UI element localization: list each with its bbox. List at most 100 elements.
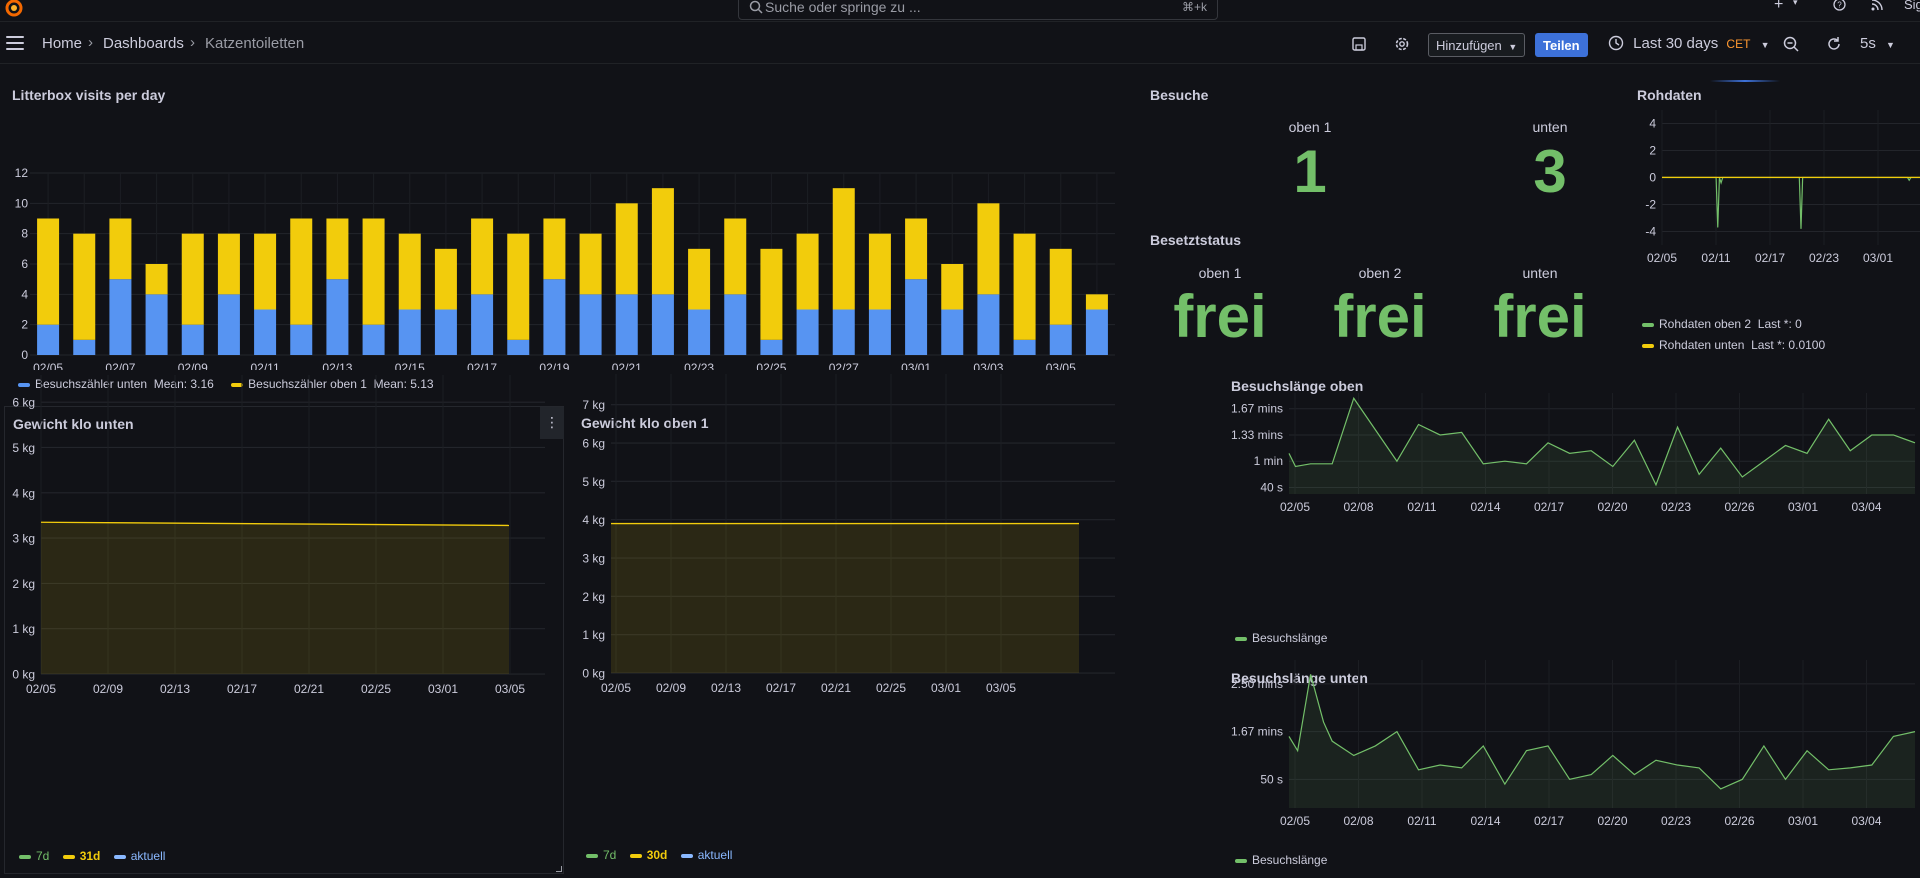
legend-swatch-icon [19, 854, 31, 859]
bar [181, 324, 204, 355]
x-tick-label: 02/11 [1407, 814, 1436, 828]
bar [398, 309, 421, 355]
y-tick-label: 1.67 mins [1231, 402, 1283, 416]
share-button[interactable]: Teilen [1535, 33, 1588, 57]
plot-area: 0 kg 1 kg 2 kg 3 kg 4 kg 5 kg 6 kg 7 kg 02/05 02/… [582, 374, 1115, 695]
stat-value: frei [1173, 283, 1267, 350]
x-tick-label: 02/23 [1661, 500, 1691, 514]
panel-rohdaten: Rohdaten 4 2 0 -2 -4 02/05 02/11 02/17 02/23 03/0… [1630, 70, 1920, 360]
y-tick-label: 8 [21, 227, 28, 241]
legend-label: Besuchslänge [1252, 853, 1328, 867]
x-tick-label: 02/11 [1701, 251, 1730, 265]
y-tick-label: 12 [15, 166, 29, 180]
help-icon[interactable]: ? [1832, 0, 1846, 14]
visits-bar-chart[interactable]: 0 2 4 6 8 10 12 02/05 02/07 02/09 02/11 02/13 02/15 0… [0, 70, 1140, 370]
bar [1085, 309, 1108, 355]
svg-text:?: ? [1837, 1, 1842, 10]
breadcrumb-dashboards[interactable]: Dashboards [103, 35, 184, 52]
gear-icon[interactable] [1393, 35, 1411, 53]
panel-menu-button[interactable]: ⋮ [540, 407, 564, 439]
x-tick-label: 02/09 [93, 682, 123, 696]
x-tick-label: 03/05 [495, 682, 525, 696]
new-plus-button[interactable]: + [1774, 0, 1784, 13]
y-tick-label: 2.50 mins [1231, 677, 1283, 691]
legend-label: aktuell [130, 849, 166, 863]
bar [471, 218, 494, 295]
zoom-out-icon[interactable] [1782, 35, 1800, 53]
bar [688, 309, 711, 355]
legend-item[interactable]: Rohdaten oben 2 Last *: 0 [1642, 317, 1802, 331]
legend-item[interactable]: Besuchszähler oben 1 Mean: 5.13 [231, 377, 434, 391]
x-tick-label: 02/17 [467, 361, 497, 370]
legend-item[interactable]: 7d [19, 849, 49, 863]
legend-item[interactable]: aktuell [680, 848, 732, 862]
breadcrumb-home[interactable]: Home [42, 35, 83, 52]
bar [1049, 248, 1072, 325]
legend-item[interactable]: Besuchslänge [1235, 631, 1327, 645]
search-shortcut: ⌘+k [1181, 0, 1207, 14]
x-tick-label: 02/21 [294, 682, 324, 696]
x-tick-label: 02/17 [1755, 251, 1785, 265]
area-fill [41, 522, 509, 675]
legend-swatch-icon [1642, 322, 1654, 327]
rohdaten-line-chart[interactable]: 4 2 0 -2 -4 02/05 02/11 02/17 02/23 03/01 [1630, 70, 1920, 320]
chevron-down-icon[interactable]: ▾ [1793, 0, 1798, 7]
x-tick-label: 03/01 [901, 361, 931, 370]
bar [832, 188, 855, 310]
legend-item[interactable]: aktuell [113, 849, 166, 863]
x-tick-label: 02/05 [1647, 251, 1677, 265]
legend-label: Rohdaten oben 2 [1659, 317, 1752, 331]
bar [398, 233, 421, 310]
legend-item[interactable]: Besuchslänge [1235, 853, 1327, 867]
bar [941, 264, 964, 310]
legend-item[interactable]: Besuchszähler unten Mean: 3.16 [18, 377, 214, 391]
clock-icon [1608, 35, 1624, 51]
dauer-unten-chart[interactable]: 50 s 1.67 mins 2.50 mins 02/05 02/08 02/11 02/… [1225, 660, 1920, 854]
grafana-logo-icon[interactable] [4, 0, 24, 18]
x-tick-label: 02/13 [160, 682, 190, 696]
legend-stat: Mean: 3.16 [153, 377, 214, 391]
dauer-oben-chart[interactable]: 40 s 1 min 1.33 mins 1.67 mins 02/05 02/08 02/… [1225, 368, 1920, 630]
y-tick-label: 2 kg [582, 590, 605, 604]
user-menu[interactable]: Sig [1904, 0, 1920, 12]
save-icon[interactable] [1350, 35, 1368, 53]
time-range-label: Last 30 days [1633, 35, 1719, 52]
y-tick-label: -2 [1645, 198, 1656, 212]
search-input[interactable]: Suche oder springe zu ... ⌘+k [738, 0, 1218, 20]
legend-label: 31d [79, 849, 101, 863]
refresh-interval-picker[interactable]: 5s ▼ [1860, 35, 1895, 52]
x-tick-label: 02/09 [178, 361, 208, 370]
bar [145, 294, 168, 355]
x-tick-label: 02/05 [1280, 500, 1310, 514]
x-tick-label: 02/05 [601, 681, 631, 695]
panel-title: Besetztstatus [1150, 232, 1242, 248]
legend-item[interactable]: 31d [62, 849, 101, 863]
hamburger-menu-icon[interactable] [6, 36, 24, 50]
gewicht-oben-chart[interactable]: 0 kg 1 kg 2 kg 3 kg 4 kg 5 kg 6 kg 7 kg 02/05 02/… [570, 374, 1130, 866]
stat-value: 3 [1533, 138, 1567, 205]
loading-indicator [1710, 80, 1780, 82]
legend-swatch-icon [586, 853, 598, 858]
time-range-picker[interactable]: Last 30 days CET ▼ [1608, 35, 1770, 55]
x-tick-label: 02/25 [361, 682, 391, 696]
legend-item[interactable]: Rohdaten unten Last *: 0.0100 [1642, 338, 1825, 352]
y-tick-label: 1 kg [582, 628, 605, 642]
stat-label: oben 2 [1358, 265, 1402, 281]
legend-item[interactable]: 7d [586, 848, 616, 862]
legend-item[interactable]: 30d [629, 848, 667, 862]
resize-handle[interactable] [556, 866, 562, 872]
y-tick-label: -4 [1645, 225, 1656, 239]
gewicht-unten-chart[interactable]: 0 kg 1 kg 2 kg 3 kg 4 kg 5 kg 6 kg 02/05 02/09 02… [5, 375, 563, 867]
chart-legend: 7d 30d aktuell [586, 848, 732, 862]
panel-title: Gewicht klo unten [13, 416, 134, 432]
bar [688, 248, 711, 310]
y-tick-label: 3 kg [12, 532, 35, 546]
refresh-icon[interactable] [1825, 35, 1843, 53]
news-feed-icon[interactable] [1870, 0, 1884, 14]
add-panel-button[interactable]: Hinzufügen ▼ [1428, 33, 1526, 57]
bar [941, 309, 964, 355]
breadcrumb-separator-icon: › [88, 34, 93, 51]
x-tick-label: 03/03 [973, 361, 1003, 370]
legend-label: Besuchszähler unten [35, 377, 148, 391]
top-bar: Suche oder springe zu ... ⌘+k + ▾ ? Sig [0, 0, 1920, 22]
